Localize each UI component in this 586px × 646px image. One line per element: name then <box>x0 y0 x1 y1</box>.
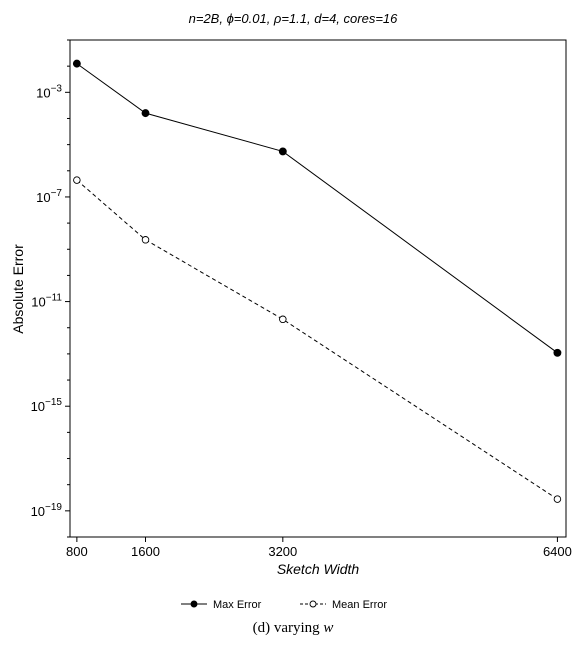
data-point <box>73 176 81 184</box>
legend-label: Max Error <box>213 599 262 611</box>
x-tick-label: 6400 <box>543 544 572 559</box>
y-tick-label: 10−7 <box>36 188 62 205</box>
legend: Max Error Mean Error <box>181 599 387 611</box>
chart-title: n=2B, ϕ=0.01, ρ=1.1, d=4, cores=16 <box>189 11 399 26</box>
y-tick-label: 10−15 <box>31 397 63 414</box>
series-layer <box>72 59 562 503</box>
data-point <box>553 348 562 357</box>
y-tick-label: 10−11 <box>31 293 62 310</box>
data-point <box>72 59 81 68</box>
x-tick-label: 1600 <box>131 544 160 559</box>
y-axis-label: Absolute Error <box>10 244 26 334</box>
legend-marker <box>190 600 198 608</box>
legend-marker <box>309 600 317 608</box>
data-point <box>279 315 287 324</box>
series-line <box>76 179 558 500</box>
y-tick-label: 10−19 <box>31 502 63 519</box>
legend-label: Mean Error <box>332 599 387 611</box>
x-tick-label: 3200 <box>268 544 297 559</box>
x-axis-label: Sketch Width <box>277 561 360 577</box>
data-point <box>278 147 287 156</box>
caption-prefix: (d) varying <box>252 620 324 636</box>
y-axis-ticks: 10−19 10−15 10−11 10−7 10−3 <box>31 39 70 538</box>
data-point <box>141 236 150 244</box>
plot-frame <box>69 39 567 538</box>
series-line <box>76 63 558 354</box>
y-tick-label: 10−3 <box>36 83 62 100</box>
x-tick-label: 800 <box>66 544 88 559</box>
chart: n=2B, ϕ=0.01, ρ=1.1, d=4, cores=16 800 16… <box>10 11 572 611</box>
caption-variable: w <box>323 620 334 636</box>
x-axis-ticks: 800 1600 3200 6400 <box>66 537 572 559</box>
data-point <box>553 495 562 503</box>
figure-caption: (d) varying w <box>0 620 586 637</box>
data-point <box>141 109 150 118</box>
